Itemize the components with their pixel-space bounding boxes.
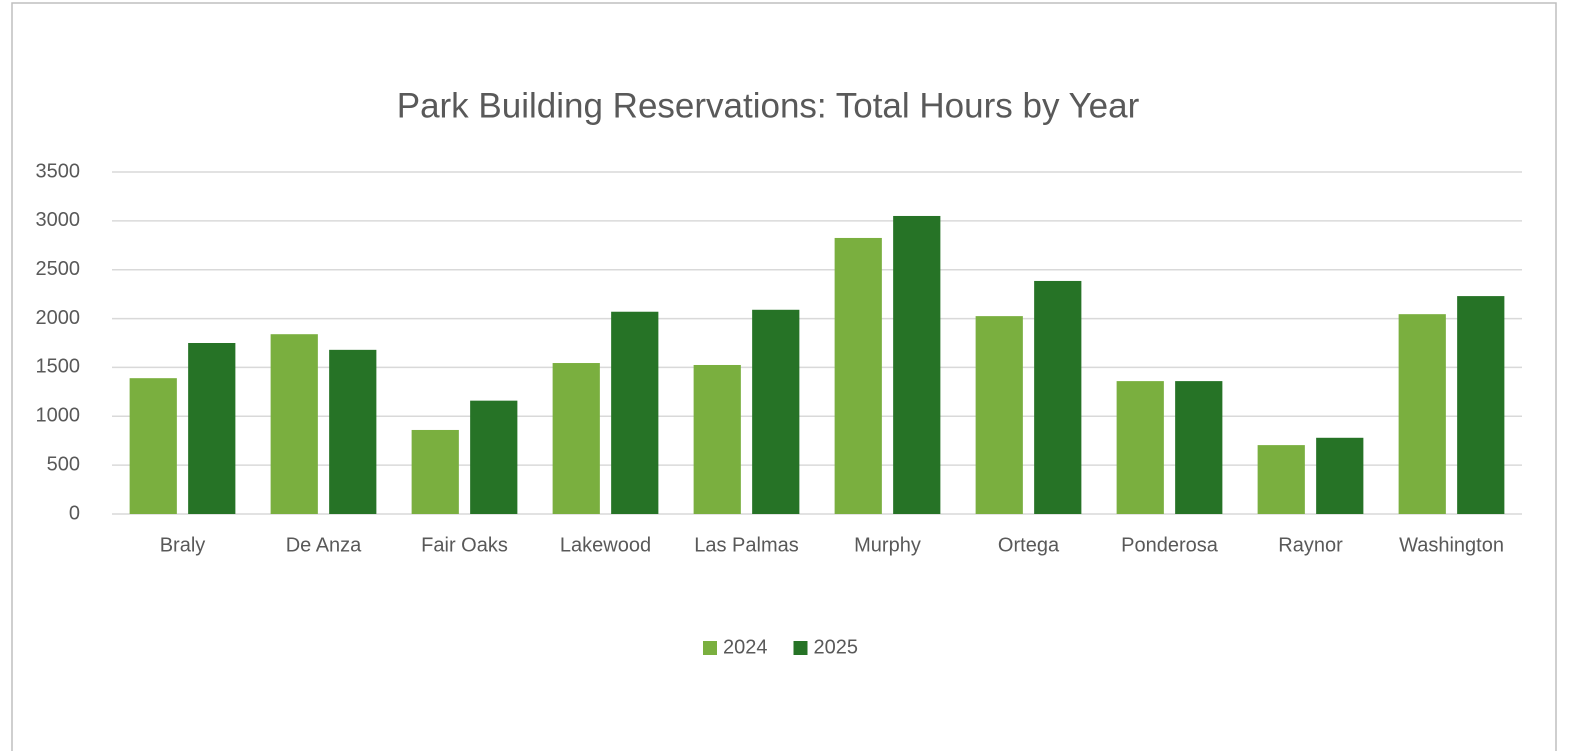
x-tick-label: Las Palmas xyxy=(694,534,799,556)
bar xyxy=(693,364,741,514)
x-tick-label: Braly xyxy=(160,534,206,556)
legend-swatch xyxy=(793,641,808,655)
x-tick-label: De Anza xyxy=(286,534,362,556)
y-tick-label: 2500 xyxy=(36,258,81,280)
x-tick-label: Washington xyxy=(1399,534,1504,556)
bar xyxy=(1257,445,1305,514)
y-tick-label: 1000 xyxy=(36,405,81,427)
y-tick-label: 3500 xyxy=(36,160,81,182)
x-tick-label: Lakewood xyxy=(560,534,651,556)
bar xyxy=(411,429,459,514)
bar xyxy=(1116,381,1164,514)
bar xyxy=(1457,296,1505,514)
bar xyxy=(1398,314,1446,514)
bar xyxy=(611,311,659,514)
bar xyxy=(1316,437,1364,514)
x-tick-label: Ponderosa xyxy=(1121,534,1219,556)
x-tick-label: Ortega xyxy=(998,534,1060,556)
bar xyxy=(1034,280,1082,514)
bar xyxy=(552,363,600,514)
bar xyxy=(329,349,377,514)
legend-swatch xyxy=(703,641,717,655)
bar xyxy=(752,309,800,514)
bar xyxy=(1175,381,1223,514)
y-tick-label: 2000 xyxy=(36,307,81,329)
bar xyxy=(188,343,236,514)
x-tick-label: Fair Oaks xyxy=(421,534,508,556)
bar xyxy=(270,334,318,514)
legend-label: 2024 xyxy=(723,636,768,658)
bar xyxy=(129,378,177,514)
y-tick-label: 1500 xyxy=(36,356,81,378)
bar xyxy=(470,400,518,514)
x-tick-label: Murphy xyxy=(854,534,921,556)
y-tick-label: 0 xyxy=(69,502,80,524)
chart-title: Park Building Reservations: Total Hours … xyxy=(397,86,1140,125)
y-tick-label: 500 xyxy=(47,453,80,475)
bar xyxy=(893,215,941,514)
legend-label: 2025 xyxy=(814,636,859,658)
bar xyxy=(975,316,1023,514)
y-tick-label: 3000 xyxy=(36,209,81,231)
bar xyxy=(834,237,882,514)
x-tick-label: Raynor xyxy=(1278,534,1343,556)
